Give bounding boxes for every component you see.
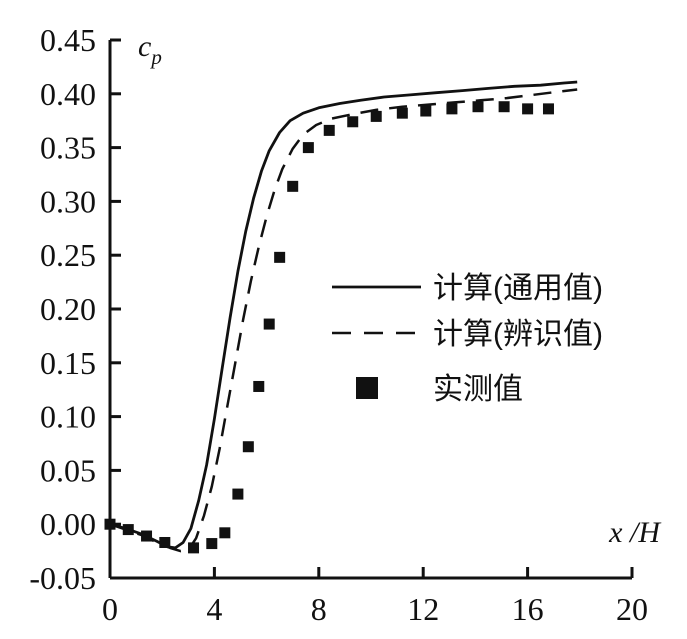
- y-tick-label: -0.05: [29, 560, 96, 596]
- measured-point-marker: [274, 251, 286, 263]
- measured-point-marker: [104, 518, 116, 530]
- y-tick-label: 0.10: [40, 399, 96, 435]
- measured-point-marker: [498, 101, 510, 113]
- measured-point-marker: [420, 105, 432, 117]
- measured-point-marker: [287, 180, 299, 192]
- measured-point-marker: [472, 101, 484, 113]
- legend-label: 计算(通用值): [433, 272, 603, 305]
- measured-point-marker: [206, 538, 218, 550]
- x-tick-label: 0: [102, 591, 118, 627]
- y-tick-label: 0.05: [40, 452, 96, 488]
- y-tick-label: 0.40: [40, 76, 96, 112]
- y-axis-label: cp: [138, 30, 162, 69]
- measured-point-marker: [253, 380, 265, 392]
- measured-point-marker: [242, 441, 254, 453]
- measured-point-marker: [159, 536, 171, 548]
- measured-point-marker: [542, 103, 554, 115]
- measured-point-marker: [446, 103, 458, 115]
- measured-point-marker: [370, 110, 382, 122]
- measured-point-marker: [188, 542, 200, 554]
- legend-label: 实测值: [433, 373, 523, 406]
- y-tick-label: 0.45: [40, 22, 96, 58]
- measured-point-marker: [263, 318, 275, 330]
- measured-point-marker: [219, 527, 231, 539]
- x-tick-label: 12: [407, 591, 439, 627]
- y-tick-label: 0.20: [40, 291, 96, 327]
- measured-point-marker: [522, 103, 534, 115]
- legend-square-sample: [356, 377, 378, 399]
- y-tick-label: 0.30: [40, 183, 96, 219]
- x-tick-label: 8: [311, 591, 327, 627]
- measured-point-marker: [122, 524, 134, 536]
- measured-point-marker: [396, 107, 408, 119]
- y-tick-label: 0.15: [40, 345, 96, 381]
- measured-point-marker: [232, 488, 244, 500]
- series-calculated-general-line: [109, 80, 578, 550]
- legend-label: 计算(辨识值): [433, 318, 603, 351]
- x-tick-label: 16: [512, 591, 544, 627]
- measured-point-marker: [141, 530, 153, 542]
- measured-point-marker: [323, 124, 335, 136]
- measured-point-marker: [347, 116, 359, 128]
- measured-point-marker: [302, 142, 314, 154]
- y-tick-label: 0.35: [40, 130, 96, 166]
- y-tick-label: 0.00: [40, 506, 96, 542]
- x-tick-label: 4: [206, 591, 222, 627]
- x-axis-label: x /H: [608, 516, 662, 549]
- x-tick-label: 20: [616, 591, 648, 627]
- y-tick-label: 0.25: [40, 237, 96, 273]
